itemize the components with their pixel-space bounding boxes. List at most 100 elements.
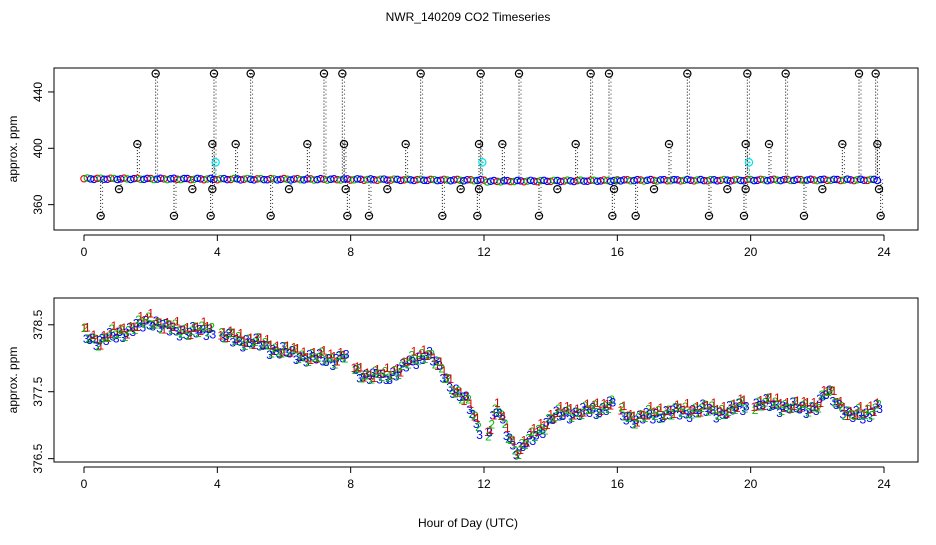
series-2-point: 2 xyxy=(808,399,815,413)
series-2-point: 2 xyxy=(535,423,542,437)
series-3-point: 3 xyxy=(843,404,850,418)
outlier-point xyxy=(266,211,275,221)
series-1-point: 1 xyxy=(764,392,771,406)
series-2-point: 2 xyxy=(172,317,179,331)
series-3-point: 3 xyxy=(203,329,210,343)
outlier-point xyxy=(208,184,217,194)
series-2-point: 2 xyxy=(585,403,592,417)
series-2-point: 2 xyxy=(788,401,795,415)
series-1-point: 1 xyxy=(267,338,274,352)
series-1-point: 1 xyxy=(564,399,571,413)
series-1-point: 1 xyxy=(701,399,708,413)
series-3-point: 3 xyxy=(100,331,107,345)
series-1-point: 1 xyxy=(557,400,564,414)
series-2-point: 2 xyxy=(825,385,832,399)
series-3-point: 3 xyxy=(476,428,483,442)
series-3-point: 3 xyxy=(356,372,363,386)
series-1-point: 1 xyxy=(167,318,174,332)
series-3-point: 3 xyxy=(160,318,167,332)
series-1-point: 1 xyxy=(281,345,288,359)
series-3-point: 3 xyxy=(290,343,297,357)
series-3-point: 3 xyxy=(473,417,480,431)
series-2-point: 2 xyxy=(375,367,382,381)
series-3-point: 3 xyxy=(673,401,680,415)
series-3-point: 3 xyxy=(760,398,767,412)
series-2-point: 2 xyxy=(505,432,512,446)
outlier-point xyxy=(838,139,847,149)
series-2-point: 2 xyxy=(195,326,202,340)
series-3-point: 3 xyxy=(170,320,177,334)
baseline-point xyxy=(476,175,485,184)
series-3-point: 3 xyxy=(250,337,257,351)
series-2-point: 2 xyxy=(848,407,855,421)
series-2-point: 2 xyxy=(312,351,319,365)
series-2-point: 2 xyxy=(562,405,569,419)
series-2-point: 2 xyxy=(98,332,105,346)
series-2-point: 2 xyxy=(862,408,869,422)
series-1-point: 1 xyxy=(341,348,348,362)
series-3-point: 3 xyxy=(276,347,283,361)
series-2-point: 2 xyxy=(218,325,225,339)
series-3-point: 3 xyxy=(236,335,243,349)
series-2-point: 2 xyxy=(858,408,865,422)
series-1-point: 1 xyxy=(837,395,844,409)
series-3-point: 3 xyxy=(656,412,663,426)
series-1-point: 1 xyxy=(774,391,781,405)
series-3-point: 3 xyxy=(310,349,317,363)
series-2-point: 2 xyxy=(232,334,239,348)
series-3-point: 3 xyxy=(116,325,123,339)
series-1-point: 1 xyxy=(827,384,834,398)
series-3-point: 3 xyxy=(756,399,763,413)
series-1-point: 1 xyxy=(784,395,791,409)
outlier-point xyxy=(456,184,465,194)
series-2-point: 2 xyxy=(665,403,672,417)
series-2-point: 2 xyxy=(525,431,532,445)
series-2-point: 2 xyxy=(135,313,142,327)
series-1-point: 1 xyxy=(431,351,438,365)
series-3-point: 3 xyxy=(556,410,563,424)
series-3-point: 3 xyxy=(550,413,557,427)
series-3-point: 3 xyxy=(876,402,883,416)
series-3-point: 3 xyxy=(410,354,417,368)
series-2-point: 2 xyxy=(698,401,705,415)
series-1-point: 1 xyxy=(831,384,838,398)
series-2-point: 2 xyxy=(125,323,132,337)
series-2-point: 2 xyxy=(148,318,155,332)
series-1-point: 1 xyxy=(444,372,451,386)
series-1-point: 1 xyxy=(304,350,311,364)
series-2-point: 2 xyxy=(785,401,792,415)
series-2-point: 2 xyxy=(572,405,579,419)
series-2-point: 2 xyxy=(115,327,122,341)
series-1-point: 1 xyxy=(297,350,304,364)
series-2-point: 2 xyxy=(708,399,715,413)
series-1-point: 1 xyxy=(674,398,681,412)
series-3-point: 3 xyxy=(603,404,610,418)
series-1-point: 1 xyxy=(687,405,694,419)
outlier-point xyxy=(586,69,595,78)
series-1-point: 1 xyxy=(181,323,188,337)
series-2-point: 2 xyxy=(765,391,772,405)
series-2-point: 2 xyxy=(105,331,112,345)
outlier-point xyxy=(208,139,217,149)
series-3-point: 3 xyxy=(336,348,343,362)
series-2-point: 2 xyxy=(592,398,599,412)
series-3-point: 3 xyxy=(733,400,740,414)
series-2-point: 2 xyxy=(508,433,515,447)
series-1-point: 1 xyxy=(797,401,804,415)
series-1-point: 1 xyxy=(264,332,271,346)
series-2-point: 2 xyxy=(198,319,205,333)
series-1-point: 1 xyxy=(751,400,758,414)
series-1-point: 1 xyxy=(601,397,608,411)
series-2-point: 2 xyxy=(805,405,812,419)
series-3-point: 3 xyxy=(436,359,443,373)
series-3-point: 3 xyxy=(596,406,603,420)
series-1-point: 1 xyxy=(651,405,658,419)
flagged-point xyxy=(744,158,754,167)
series-2-point: 2 xyxy=(315,350,322,364)
series-3-point: 3 xyxy=(800,399,807,413)
series-2-point: 2 xyxy=(358,372,365,386)
outlier-point xyxy=(319,69,329,78)
series-3-point: 3 xyxy=(103,334,110,348)
series-1-point: 1 xyxy=(494,396,501,410)
series-2-point: 2 xyxy=(225,326,232,340)
